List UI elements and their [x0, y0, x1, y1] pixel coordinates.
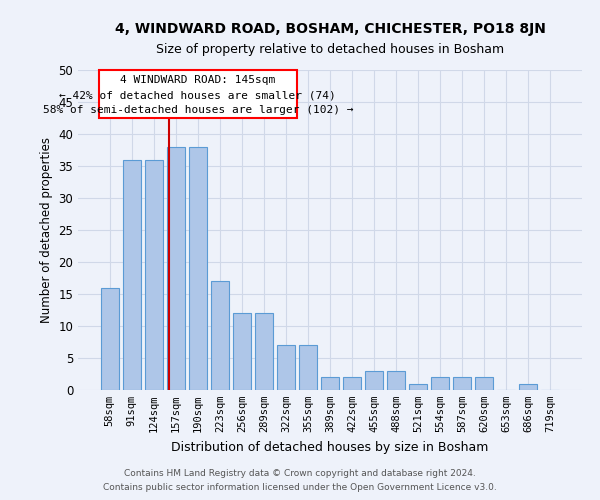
Bar — [189, 147, 206, 390]
Bar — [277, 345, 295, 390]
Bar — [343, 377, 361, 390]
Text: ← 42% of detached houses are smaller (74): ← 42% of detached houses are smaller (74… — [59, 90, 336, 101]
Bar — [454, 377, 471, 390]
Bar — [387, 371, 405, 390]
Bar — [475, 377, 493, 390]
Bar — [520, 384, 537, 390]
Text: 4 WINDWARD ROAD: 145sqm: 4 WINDWARD ROAD: 145sqm — [120, 75, 275, 85]
Bar — [145, 160, 163, 390]
Bar — [409, 384, 427, 390]
Text: Contains public sector information licensed under the Open Government Licence v3: Contains public sector information licen… — [103, 484, 497, 492]
Bar — [101, 288, 119, 390]
Bar — [167, 147, 185, 390]
Bar — [365, 371, 383, 390]
Text: Contains HM Land Registry data © Crown copyright and database right 2024.: Contains HM Land Registry data © Crown c… — [124, 468, 476, 477]
Bar — [123, 160, 140, 390]
Bar — [431, 377, 449, 390]
X-axis label: Distribution of detached houses by size in Bosham: Distribution of detached houses by size … — [172, 440, 488, 454]
Text: 4, WINDWARD ROAD, BOSHAM, CHICHESTER, PO18 8JN: 4, WINDWARD ROAD, BOSHAM, CHICHESTER, PO… — [115, 22, 545, 36]
Text: Size of property relative to detached houses in Bosham: Size of property relative to detached ho… — [156, 42, 504, 56]
Bar — [255, 313, 273, 390]
Bar — [299, 345, 317, 390]
Text: 58% of semi-detached houses are larger (102) →: 58% of semi-detached houses are larger (… — [43, 105, 353, 115]
Bar — [321, 377, 339, 390]
Bar — [211, 281, 229, 390]
Y-axis label: Number of detached properties: Number of detached properties — [40, 137, 53, 323]
FancyBboxPatch shape — [99, 70, 297, 118]
Bar — [233, 313, 251, 390]
